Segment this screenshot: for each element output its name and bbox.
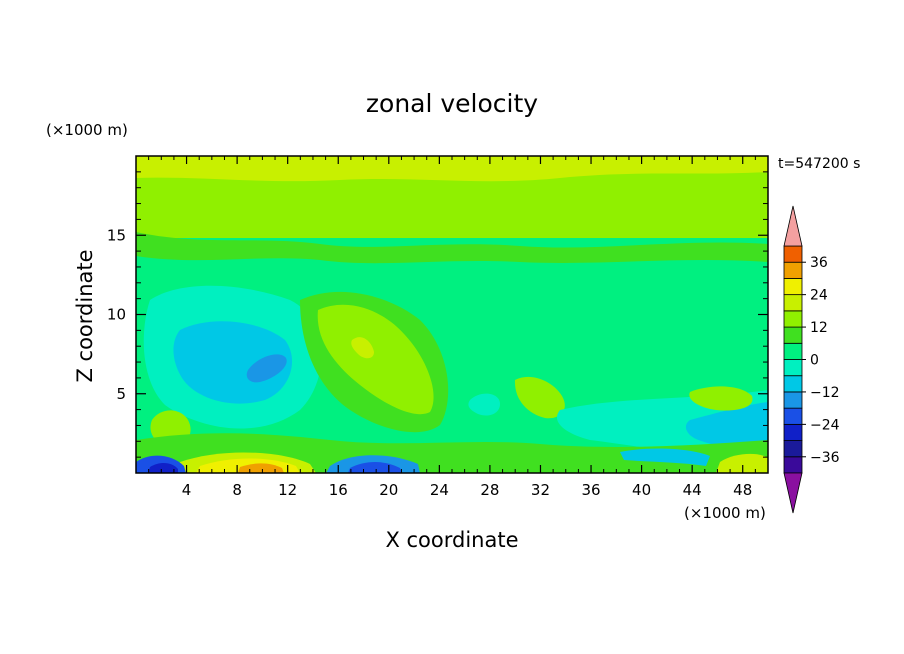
x-tick-label: 24 (430, 481, 449, 499)
field-small-pos-cell (514, 376, 565, 419)
field-top-yellowish (136, 156, 768, 182)
x-tick-label: 40 (632, 481, 651, 499)
y-tick-label: 15 (107, 226, 126, 244)
x-tick-label: 8 (232, 481, 242, 499)
colorbar-tick-label: −24 (810, 417, 840, 433)
contour-field (136, 156, 768, 473)
field-small-neg-cell (468, 393, 500, 416)
field-bottom-cyan-right (620, 448, 710, 466)
colorbar-tick-label: 12 (810, 320, 828, 336)
x-tick-label: 20 (379, 481, 398, 499)
colorbar-swatch (783, 310, 803, 328)
colorbar-over-triangle (783, 205, 803, 247)
x-tick-label: 48 (733, 481, 752, 499)
field-bottom-pos-right (716, 453, 768, 473)
colorbar-swatch (783, 359, 803, 377)
x-tick-label: 32 (531, 481, 550, 499)
colorbar-swatch (783, 342, 803, 360)
field-neg-cell-inner (246, 354, 287, 383)
colorbar-tick-label: 36 (810, 255, 828, 271)
colorbar-swatch (783, 245, 803, 263)
z-unit-label: (×1000 m) (46, 121, 128, 139)
x-tick-label: 36 (581, 481, 600, 499)
chart-title: zonal velocity (366, 89, 538, 118)
field-pos-cell-core (351, 337, 374, 359)
field-neg-cell-mid (173, 321, 293, 404)
x-tick-label: 12 (278, 481, 297, 499)
colorbar-swatch (783, 326, 803, 344)
colorbar-swatch (783, 375, 803, 393)
time-label: t=547200 s (778, 156, 860, 172)
colorbar-swatch (783, 391, 803, 409)
x-ticks: 4 8 12 16 20 24 28 32 36 40 44 48 (148, 156, 756, 499)
y-tick-label: 5 (116, 385, 126, 403)
x-axis-label: X coordinate (385, 528, 518, 552)
y-ticks: 5 10 15 (107, 171, 768, 458)
colorbar-swatch (783, 440, 803, 458)
field-pos-cell-inner (317, 304, 434, 415)
colorbar-tick-label: 24 (810, 288, 828, 304)
field-right-neg-inner (685, 402, 768, 449)
field-bottom-neg-left-core (148, 463, 178, 473)
colorbar-tick-label: 0 (810, 353, 819, 369)
field-band-edge (136, 232, 768, 264)
colorbar-under-triangle (783, 472, 803, 514)
colorbar-tick-label: −36 (810, 450, 840, 466)
colorbar-swatch (783, 278, 803, 296)
y-axis-label: Z coordinate (73, 249, 97, 382)
x-tick-label: 4 (182, 481, 192, 499)
colorbar: 36 24 12 0 −12 −24 −36 (783, 205, 840, 514)
colorbar-tick-label: −12 (810, 385, 840, 401)
colorbar-swatch (783, 423, 803, 441)
y-tick-label: 10 (107, 306, 126, 324)
x-tick-label: 44 (683, 481, 702, 499)
x-unit-label: (×1000 m) (684, 504, 766, 522)
colorbar-swatch (783, 261, 803, 279)
colorbar-swatch (783, 407, 803, 425)
colorbar-swatch (783, 294, 803, 312)
field-right-pos-patch (689, 386, 753, 411)
x-tick-label: 28 (480, 481, 499, 499)
x-tick-label: 16 (329, 481, 348, 499)
colorbar-swatch (783, 456, 803, 474)
